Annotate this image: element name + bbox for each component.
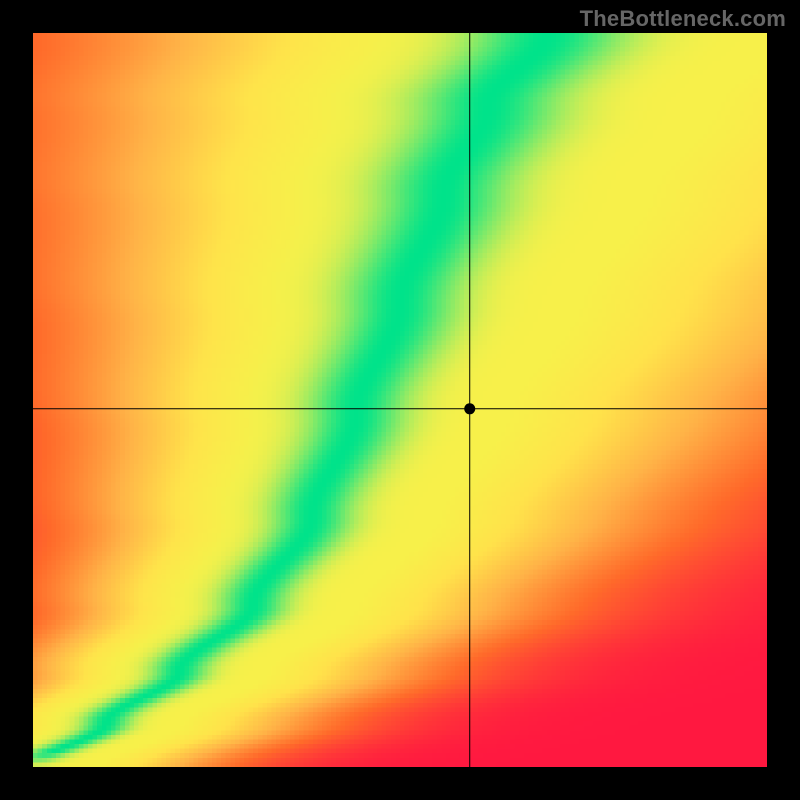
- chart-container: { "watermark": { "text": "TheBottleneck.…: [0, 0, 800, 800]
- heatmap-canvas: [33, 33, 767, 767]
- watermark-text: TheBottleneck.com: [580, 6, 786, 32]
- heatmap-plot: [33, 33, 767, 767]
